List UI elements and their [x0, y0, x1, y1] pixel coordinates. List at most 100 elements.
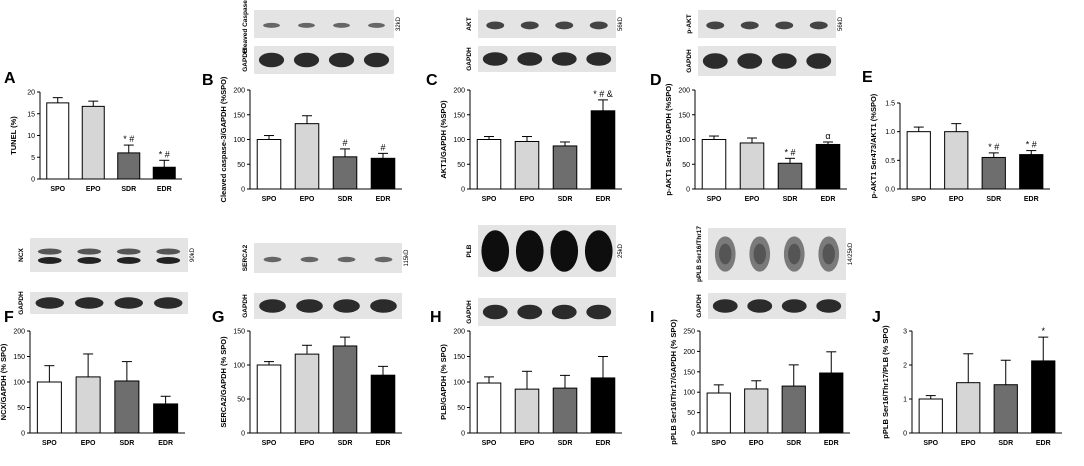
blot-pplb-ser16-thr17: pPLB Ser16/Thr17 14/25kD — [696, 226, 854, 282]
x-tick-label: SPO — [42, 440, 57, 447]
blot-gapdh: GAPDH — [686, 46, 836, 76]
blot-kd-label: 115kD — [404, 249, 410, 267]
blot-background — [30, 292, 188, 314]
y-tick-label: 50 — [457, 162, 465, 169]
blot-label: Cleaved Caspase-3 — [242, 0, 249, 54]
y-tick-label: 50 — [237, 397, 245, 404]
y-tick-label: 100 — [678, 137, 690, 144]
blot-label: p-AKT — [686, 14, 693, 34]
blot-band — [816, 299, 842, 313]
y-axis-label: pPLB Ser16/Thr17/PLB (% SPO) — [881, 325, 890, 439]
x-tick-label: SPO — [262, 196, 277, 203]
y-tick-label: 50 — [457, 405, 465, 412]
x-tick-label: SDR — [558, 440, 573, 447]
blot-cleaved-caspase-3: Cleaved Caspase-3 32kD — [242, 0, 402, 54]
x-tick-label: SPO — [711, 440, 726, 447]
bar-edr — [819, 372, 844, 434]
bar-sdr — [993, 384, 1018, 434]
blot-label: GAPDH — [242, 48, 249, 72]
blot-label: SERCA2 — [242, 244, 249, 271]
bar-epo — [514, 388, 540, 434]
y-tick-label: 250 — [683, 329, 695, 336]
y-tick-label: 15 — [27, 111, 35, 118]
y-tick-label: 200 — [13, 329, 25, 336]
y-tick-label: 1.0 — [885, 129, 895, 136]
blot-band — [298, 22, 315, 28]
y-tick-label: 150 — [13, 354, 25, 361]
y-tick-label: 5 — [31, 155, 35, 162]
blot-band — [586, 52, 612, 66]
y-axis-label: NCX/GAPDH (% SPO) — [0, 343, 8, 420]
y-axis-label: pPLB Ser16/Thr17/GAPDH (% SPO) — [669, 319, 678, 445]
blot-band — [719, 243, 732, 265]
bar-edr — [590, 110, 616, 190]
y-tick-label: 100 — [233, 137, 245, 144]
y-tick-label: 1.5 — [885, 101, 895, 108]
blot-band — [75, 297, 104, 309]
panel-b: B Cleaved Caspase-3 32kD GAPDH 0 50 100 150 200 C… — [202, 0, 402, 203]
y-tick-label: 0 — [686, 187, 690, 194]
x-tick-label: EDR — [158, 440, 173, 447]
x-tick-label: SDR — [986, 196, 1001, 203]
y-tick-label: 10 — [27, 133, 35, 140]
x-tick-label: SPO — [262, 440, 277, 447]
x-tick-label: SDR — [998, 440, 1013, 447]
y-tick-label: 200 — [683, 349, 695, 356]
x-tick-label: EPO — [81, 440, 96, 447]
blot-band — [775, 21, 794, 30]
blot-label: GAPDH — [686, 49, 693, 73]
blot-band — [337, 256, 356, 263]
blot-band — [116, 248, 141, 255]
blot-band — [293, 52, 320, 68]
bar-epo — [956, 382, 981, 434]
y-tick-label: 0 — [31, 177, 35, 184]
y-tick-label: 200 — [453, 88, 465, 95]
blot-band — [481, 230, 510, 272]
bar-spo — [706, 392, 731, 434]
significance-mark: * # — [159, 149, 170, 159]
bar-epo — [744, 388, 769, 434]
bar-edr — [152, 166, 176, 180]
y-tick-label: 150 — [233, 329, 245, 336]
blot-background — [30, 238, 188, 272]
x-tick-label: SDR — [338, 196, 353, 203]
significance-mark: * # — [784, 147, 795, 157]
x-tick-label: EDR — [596, 440, 611, 447]
bar-spo — [906, 131, 931, 190]
y-tick-label: 0.0 — [885, 187, 895, 194]
blot-band — [550, 230, 579, 272]
y-tick-label: 0.5 — [885, 158, 895, 165]
bar-sdr — [552, 387, 578, 434]
blot-band — [753, 243, 766, 265]
y-tick-label: 0 — [21, 431, 25, 438]
y-tick-label: 200 — [233, 88, 245, 95]
panel-letter: B — [202, 72, 214, 89]
blot-kd-label: 56kD — [838, 16, 844, 31]
bar-spo — [256, 139, 282, 190]
blot-kd-label: 90kD — [190, 247, 196, 262]
x-tick-label: SDR — [121, 186, 136, 193]
y-tick-label: 50 — [237, 162, 245, 169]
blot-band — [517, 52, 543, 66]
blot-band — [116, 257, 141, 264]
y-tick-label: 0 — [903, 431, 907, 438]
bar-sdr — [981, 156, 1006, 190]
bar-spo — [46, 102, 70, 180]
panel-letter: G — [212, 309, 224, 326]
blot-band — [740, 21, 759, 30]
bar-epo — [75, 376, 101, 434]
blot-band — [263, 256, 282, 263]
y-axis-label: TUNEL (%) — [9, 116, 18, 155]
blot-akt: AKT 56kD — [466, 10, 624, 38]
panel-h: H PLB 25kD GAPDH 0 50 100 150 200 PLB/GAPDH (% SP… — [430, 225, 624, 447]
y-tick-label: 150 — [233, 112, 245, 119]
blot-p-akt: p-AKT 56kD — [686, 10, 844, 38]
y-tick-label: 150 — [683, 369, 695, 376]
y-tick-label: 100 — [453, 380, 465, 387]
blot-band — [374, 256, 393, 263]
y-tick-label: 200 — [453, 329, 465, 336]
panel-a: A 0 5 10 15 20 TUNEL (%) SPO EPO SDR * # EDR * # — [4, 70, 182, 193]
blot-kd-label: 14/25kD — [848, 242, 854, 265]
bar-spo — [476, 139, 502, 190]
